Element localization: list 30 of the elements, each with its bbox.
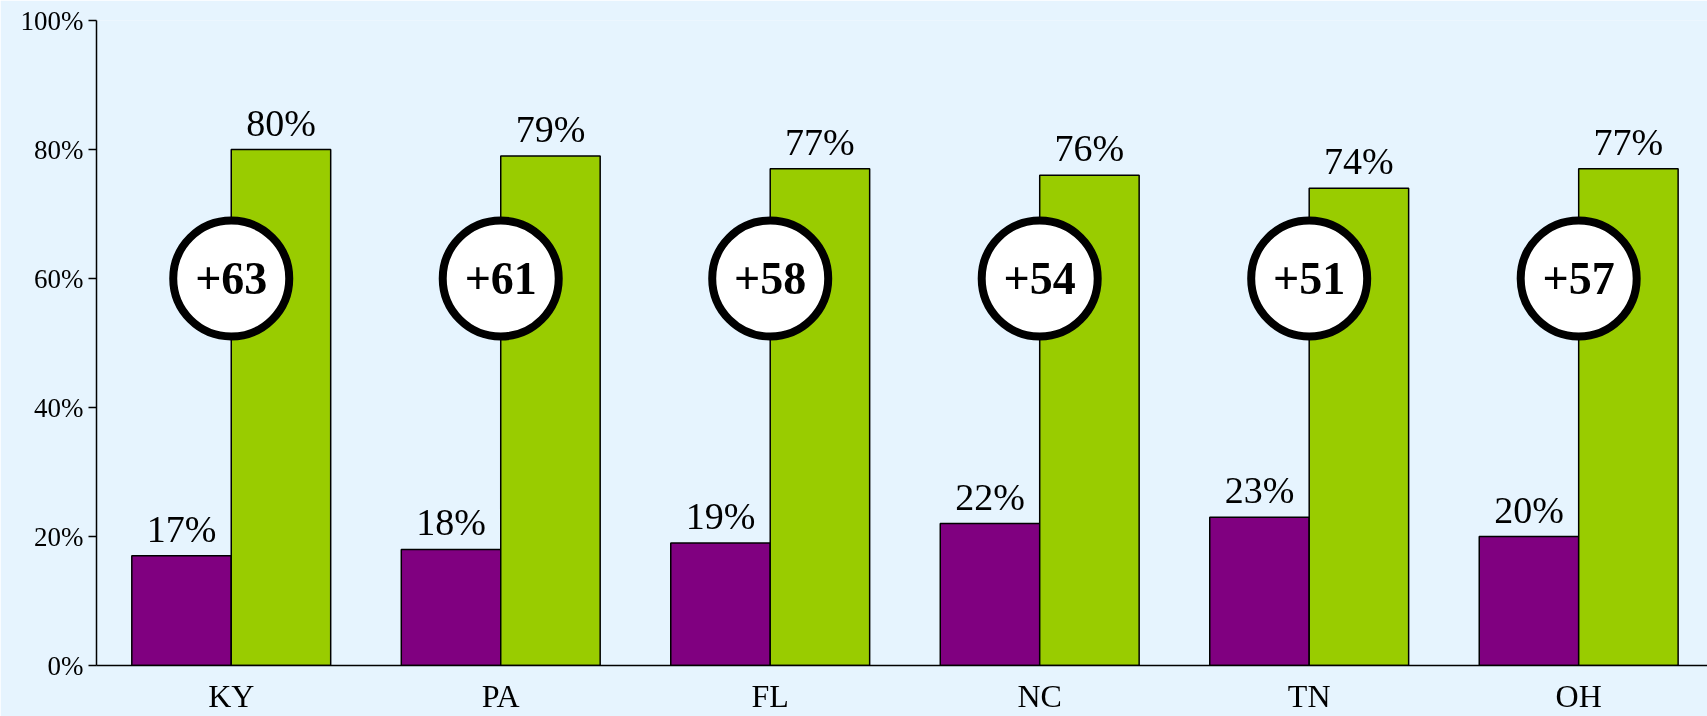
data-label: 22% xyxy=(955,475,1025,518)
data-label: 80% xyxy=(246,101,316,144)
data-label: 77% xyxy=(785,120,855,163)
data-label: 17% xyxy=(146,507,217,550)
annotation: +57 xyxy=(1542,253,1615,304)
annotation: +61 xyxy=(464,253,537,304)
x-tick-label: TN xyxy=(1287,677,1331,714)
y-tick-label: 100% xyxy=(20,5,84,36)
data-label: 76% xyxy=(1054,127,1125,170)
y-tick-label: 0% xyxy=(47,650,84,681)
annotation: +54 xyxy=(1003,253,1076,304)
y-tick-label: 60% xyxy=(34,263,84,294)
x-tick-label: NC xyxy=(1017,677,1062,714)
annotation: +58 xyxy=(734,253,807,304)
data-label: 74% xyxy=(1324,140,1394,183)
y-tick-label: 80% xyxy=(34,134,84,165)
data-label: 19% xyxy=(685,494,756,537)
x-tick-label: OH xyxy=(1555,677,1602,714)
x-tick-label: KY xyxy=(208,677,255,714)
data-label: 23% xyxy=(1224,469,1295,512)
data-label: 20% xyxy=(1494,488,1564,531)
x-tick-label: PA xyxy=(481,677,520,714)
y-tick-label: 40% xyxy=(34,392,84,423)
x-tick-label: FL xyxy=(751,677,789,714)
annotation: +51 xyxy=(1273,253,1346,304)
data-label: 18% xyxy=(416,501,486,544)
data-label: 77% xyxy=(1593,120,1664,163)
data-label: 79% xyxy=(515,107,586,150)
annotation: +63 xyxy=(195,253,268,304)
y-tick-label: 20% xyxy=(34,521,84,552)
